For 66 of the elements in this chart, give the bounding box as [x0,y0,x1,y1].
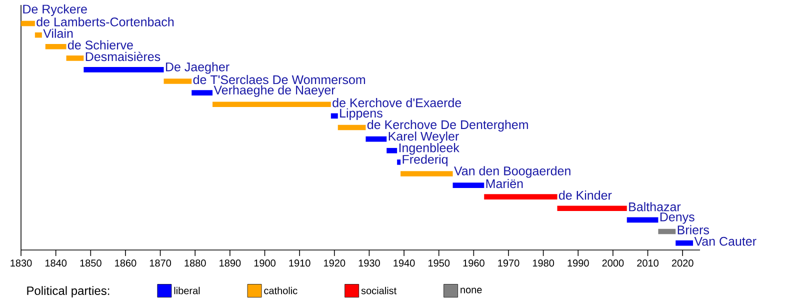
bar [45,44,66,50]
x-tick-label: 1990 [568,259,589,266]
x-tick-label: 1890 [220,259,241,266]
legend-label: none [460,288,482,294]
y-tick-label: Verhaeghe de Naeyer [214,85,336,97]
bar [192,90,213,96]
y-tick-label: de Kinder [558,190,612,200]
x-tick-label: 1950 [428,259,450,266]
bar [452,182,484,188]
y-tick-label: Ingenbleek [399,142,460,155]
bar [557,206,627,211]
y-tick-label: Balthazar [629,202,681,212]
bar [366,136,387,142]
bar [400,170,453,176]
bar [386,148,398,154]
y-tick-label: Denys [660,212,694,224]
x-tick-label: 1980 [532,259,554,266]
bar [397,159,401,165]
bar [676,240,694,246]
y-tick-label: Lippens [340,108,382,120]
y-tick-label: Vilain [43,28,73,38]
x-tick-label: 1870 [150,259,172,266]
bar [84,66,164,72]
x-tick-label: 1830 [10,259,32,266]
y-tick-label: de T'Serclaes De Wommersom [193,74,366,84]
x-tick-label: 1900 [254,259,276,266]
x-tick-label: 1860 [115,259,136,266]
x-tick-label: 1970 [498,259,520,266]
x-tick-label: 1850 [80,259,102,266]
y-tick-label: de Kerchove d'Exaerde [332,98,462,108]
legend-label: catholic [264,286,298,294]
bar [34,32,42,38]
x-tick-label: 1910 [289,259,310,266]
y-tick-label: Karel Weyler [388,131,459,143]
legend-label: socialist [361,286,397,294]
bar [164,78,192,84]
bar [626,217,658,222]
y-tick-label: de Lamberts-Cortenbach [36,16,174,26]
bar [658,228,676,234]
y-tick-label: Mariën [486,178,523,188]
x-tick-label: 1880 [184,259,206,266]
y-tick-label: Van den Boogaerden [454,166,570,178]
y-tick-label: De Ryckere [23,4,87,16]
y-tick-label: Desmaisières [86,52,160,61]
y-tick-label: Frederiq [402,154,448,166]
x-tick-label: 2020 [672,259,694,266]
x-tick-label: 1940 [394,259,415,266]
bar [330,113,338,118]
bar [21,20,35,26]
x-tick-label: 1960 [463,259,484,266]
bar [338,124,366,130]
y-tick-label: De Jaegher [166,62,230,74]
legend-title: Political parties: [27,286,110,298]
x-tick-label: 2000 [602,259,624,266]
bar [212,102,331,107]
y-tick-label: Van Cauter [694,236,756,246]
y-tick-label: de Schierve [68,40,133,50]
bar [66,55,84,61]
x-tick-label: 2010 [637,259,658,266]
y-tick-label: de Kerchove De Denterghem [367,120,528,132]
x-tick-label: 1840 [45,259,67,266]
legend-label: liberal [174,286,200,294]
bar [484,194,558,200]
y-tick-label: Briers [678,225,710,234]
x-tick-label: 1930 [358,259,380,266]
x-tick-label: 1920 [324,259,346,266]
